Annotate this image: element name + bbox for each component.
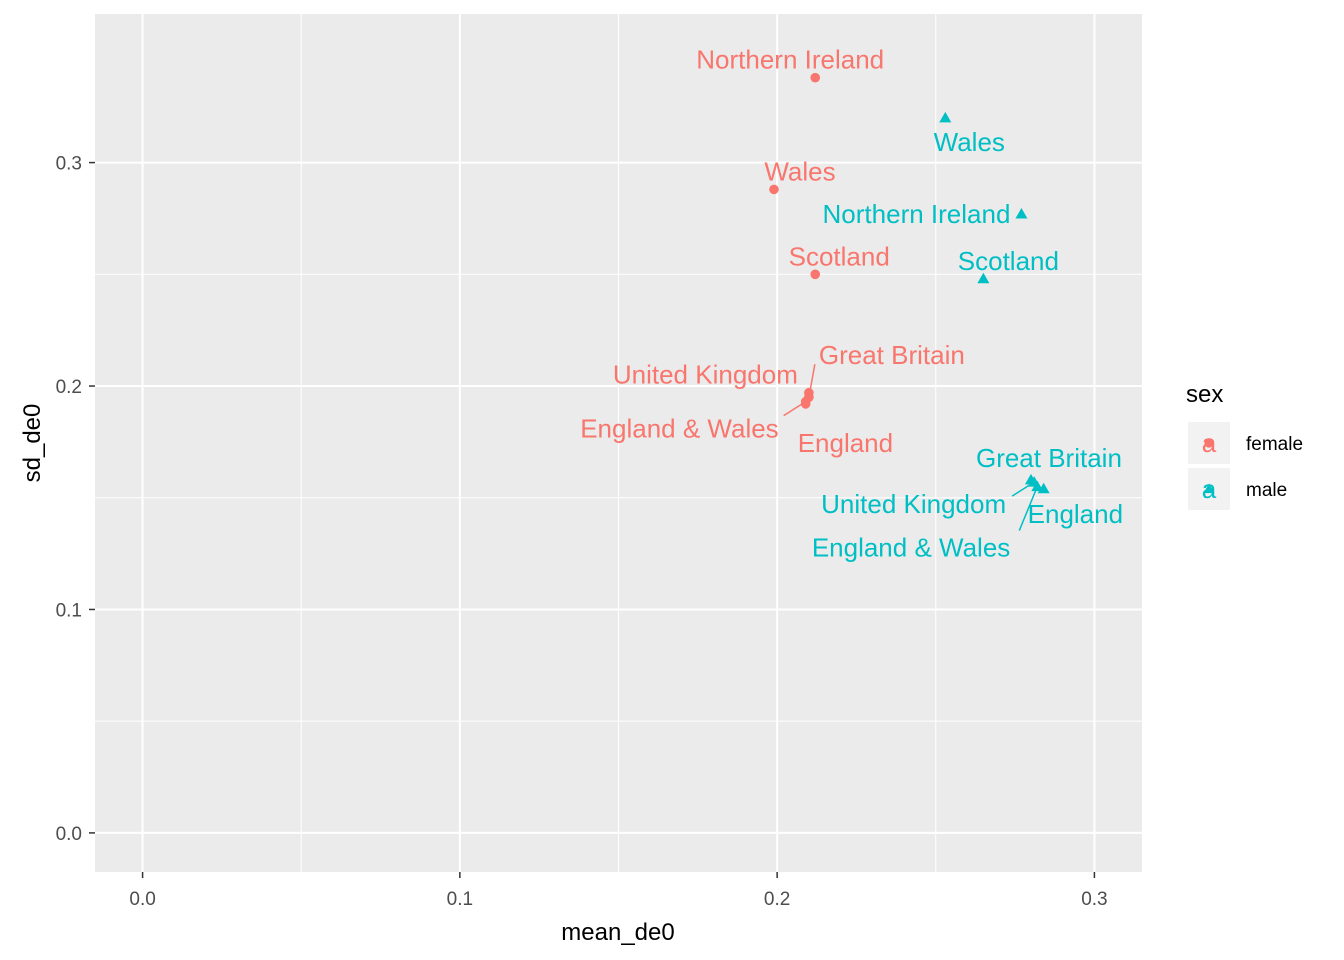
legend-keys: afemaleamale: [1188, 422, 1303, 510]
male-point-scotland: [977, 272, 990, 284]
female-label-england: England: [798, 428, 893, 458]
male-label-great-britain: Great Britain: [976, 443, 1122, 473]
female-point-scotland: [810, 269, 821, 280]
female-point-northern-ireland: [810, 72, 821, 83]
male-label-united-kingdom: United Kingdom: [821, 489, 1006, 519]
y-axis-title: sd_de0: [19, 404, 46, 483]
minor-gridlines: [95, 14, 1142, 872]
legend-label-male: male: [1246, 480, 1287, 501]
female-point-wales: [769, 184, 779, 195]
female-point-united-kingdom: [804, 387, 814, 398]
female-label-northern-ireland: Northern Ireland: [696, 45, 884, 75]
female-label-wales: Wales: [764, 156, 835, 186]
major-gridlines: [95, 14, 1142, 872]
x-tick-label: 0.3: [1081, 889, 1107, 910]
y-axis-ticks: 0.0 0.1 0.2 0.3: [56, 154, 95, 845]
male-label-northern-ireland: Northern Ireland: [823, 199, 1011, 229]
legend-title: sex: [1186, 381, 1223, 408]
y-tick-label: 0.0: [56, 824, 82, 845]
x-tick-label: 0.2: [764, 889, 790, 910]
legend: sex afemaleamale: [1186, 381, 1303, 510]
male-point-wales: [939, 111, 952, 123]
x-axis-ticks: 0.0 0.1 0.2 0.3: [129, 872, 1108, 910]
legend-label-female: female: [1246, 434, 1303, 455]
male-label-england: England: [1028, 499, 1123, 529]
point-labels: Northern Ireland Wales Scotland Great Brita…: [580, 45, 1123, 563]
y-tick-label: 0.3: [56, 154, 82, 175]
x-axis-title: mean_de0: [561, 919, 674, 946]
x-tick-label: 0.1: [447, 889, 473, 910]
male-point-england-wales: [1031, 480, 1044, 492]
male-label-wales: Wales: [934, 127, 1005, 157]
y-tick-label: 0.2: [56, 377, 82, 398]
female-label-scotland: Scotland: [789, 241, 890, 271]
female-label-great-britain: Great Britain: [819, 340, 965, 370]
y-tick-label: 0.1: [56, 600, 82, 621]
data-points: [769, 72, 1050, 494]
female-label-united-kingdom: United Kingdom: [613, 360, 798, 390]
male-label-england-wales: England & Wales: [812, 533, 1010, 563]
legend-key-marker-male: [1203, 483, 1215, 494]
male-label-scotland: Scotland: [958, 246, 1059, 276]
male-point-northern-ireland: [1015, 207, 1028, 219]
female-point-england: [800, 399, 811, 409]
x-tick-label: 0.0: [129, 889, 155, 910]
legend-key-marker-female: [1204, 438, 1214, 448]
male-leader-england-wales: [1018, 486, 1038, 531]
female-label-england-wales: England & Wales: [580, 414, 778, 444]
